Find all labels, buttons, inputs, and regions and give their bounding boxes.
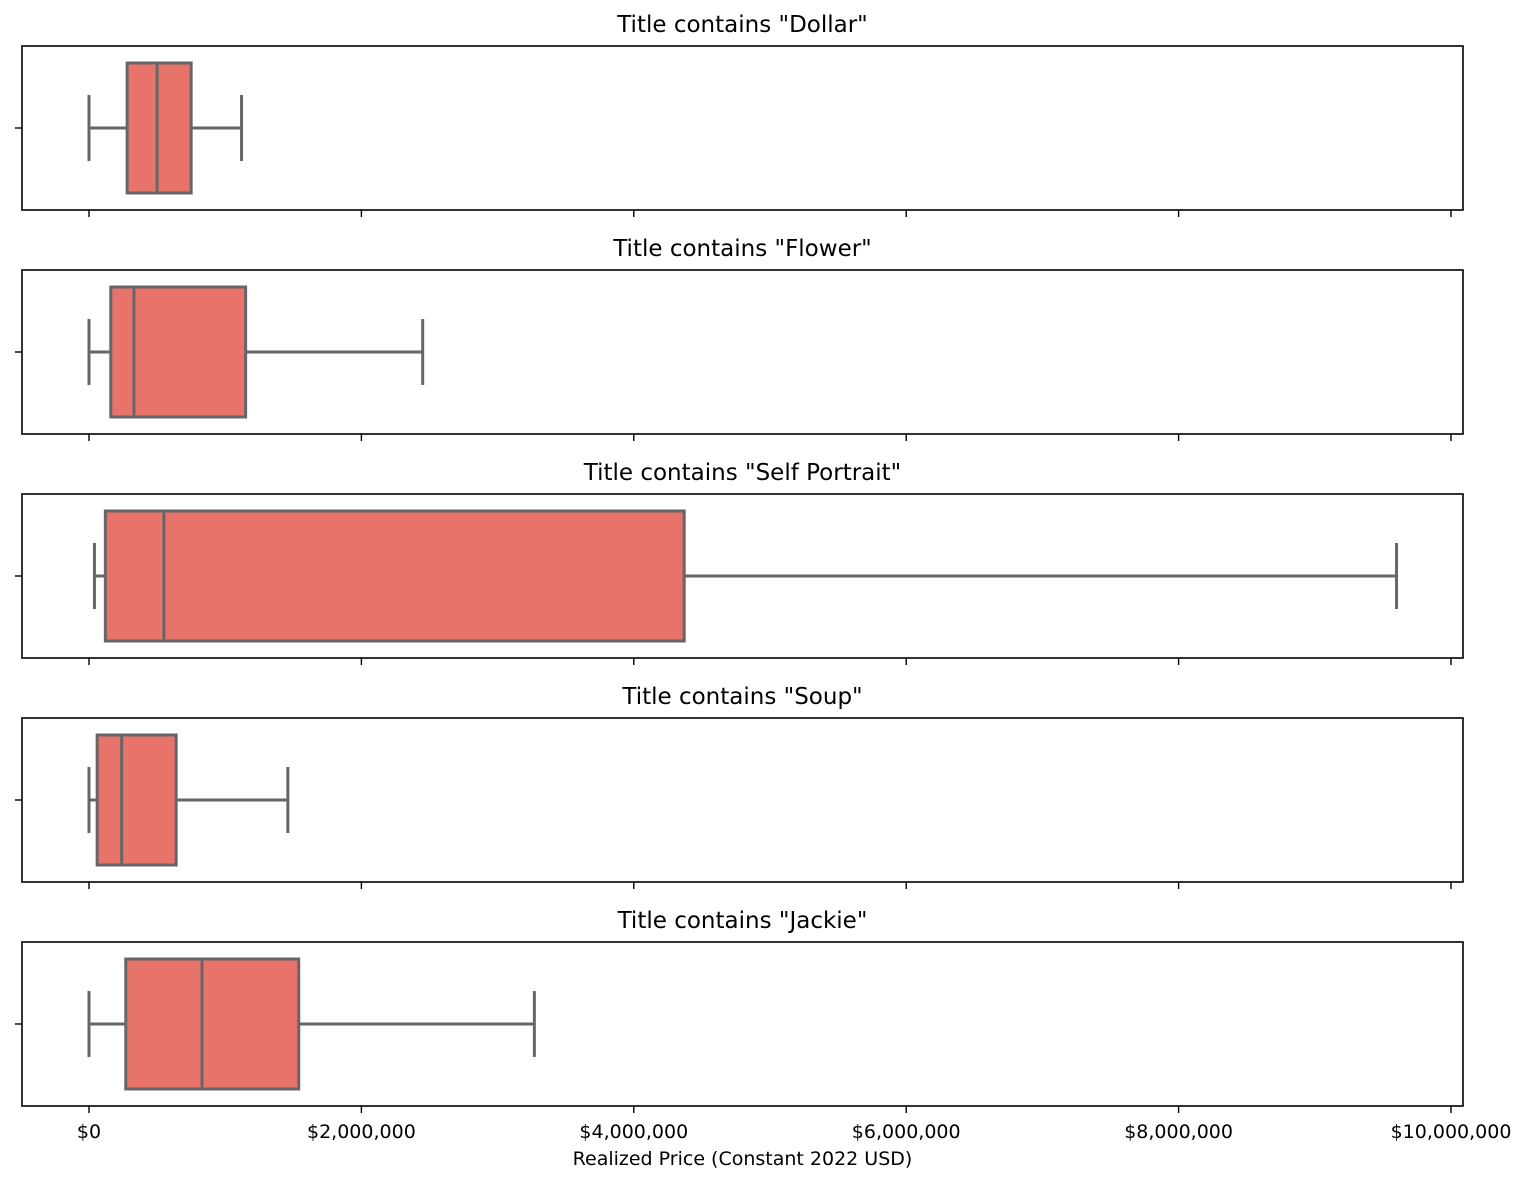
- x-tick-label: $10,000,000: [1391, 1121, 1512, 1143]
- panel-title: Title contains "Self Portrait": [583, 460, 902, 486]
- x-tick-label: $0: [77, 1121, 101, 1143]
- x-axis-label: Realized Price (Constant 2022 USD): [573, 1148, 913, 1170]
- panel-title: Title contains "Flower": [612, 236, 872, 262]
- iqr-box: [125, 61, 193, 195]
- x-tick-label: $6,000,000: [852, 1121, 961, 1143]
- iqr-box: [95, 733, 178, 867]
- x-tick-label: $2,000,000: [307, 1121, 416, 1143]
- panel-title: Title contains "Soup": [621, 684, 862, 710]
- panel-title: Title contains "Jackie": [617, 908, 868, 934]
- x-tick-label: $8,000,000: [1124, 1121, 1233, 1143]
- iqr-box: [124, 957, 301, 1091]
- x-tick-label: $4,000,000: [579, 1121, 688, 1143]
- iqr-box: [109, 285, 248, 419]
- panel-title: Title contains "Dollar": [616, 12, 868, 38]
- iqr-box: [103, 509, 686, 643]
